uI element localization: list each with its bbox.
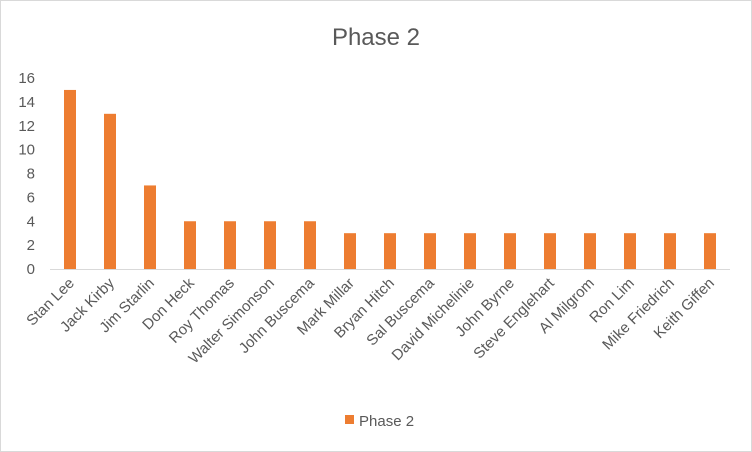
bar <box>64 89 76 269</box>
bar <box>184 221 196 269</box>
legend: Phase 2 <box>345 413 414 430</box>
bar <box>504 233 516 269</box>
chart-title: Phase 2 <box>332 24 420 51</box>
legend-label: Phase 2 <box>359 413 414 430</box>
bar <box>464 233 476 269</box>
legend-swatch <box>345 415 354 424</box>
bar <box>224 221 236 269</box>
bar <box>264 221 276 269</box>
y-tick-label: 16 <box>18 70 35 87</box>
y-tick-label: 14 <box>18 94 35 111</box>
bar <box>704 233 716 269</box>
y-tick-label: 10 <box>18 142 35 159</box>
bar <box>544 233 556 269</box>
bar <box>624 233 636 269</box>
y-axis-ticks: 0 2 4 6 8 10 12 14 16 <box>18 70 35 278</box>
y-tick-label: 12 <box>18 118 35 135</box>
y-tick-label: 4 <box>27 213 35 230</box>
y-tick-label: 8 <box>27 166 35 183</box>
bar <box>584 233 596 269</box>
bar <box>344 233 356 269</box>
y-tick-label: 0 <box>27 261 35 278</box>
y-tick-label: 6 <box>27 189 35 206</box>
bar <box>664 233 676 269</box>
y-tick-label: 2 <box>27 237 35 254</box>
bar <box>384 233 396 269</box>
bar <box>304 221 316 269</box>
bars <box>64 89 716 269</box>
bar <box>104 113 116 269</box>
bar <box>424 233 436 269</box>
bar <box>144 185 156 269</box>
